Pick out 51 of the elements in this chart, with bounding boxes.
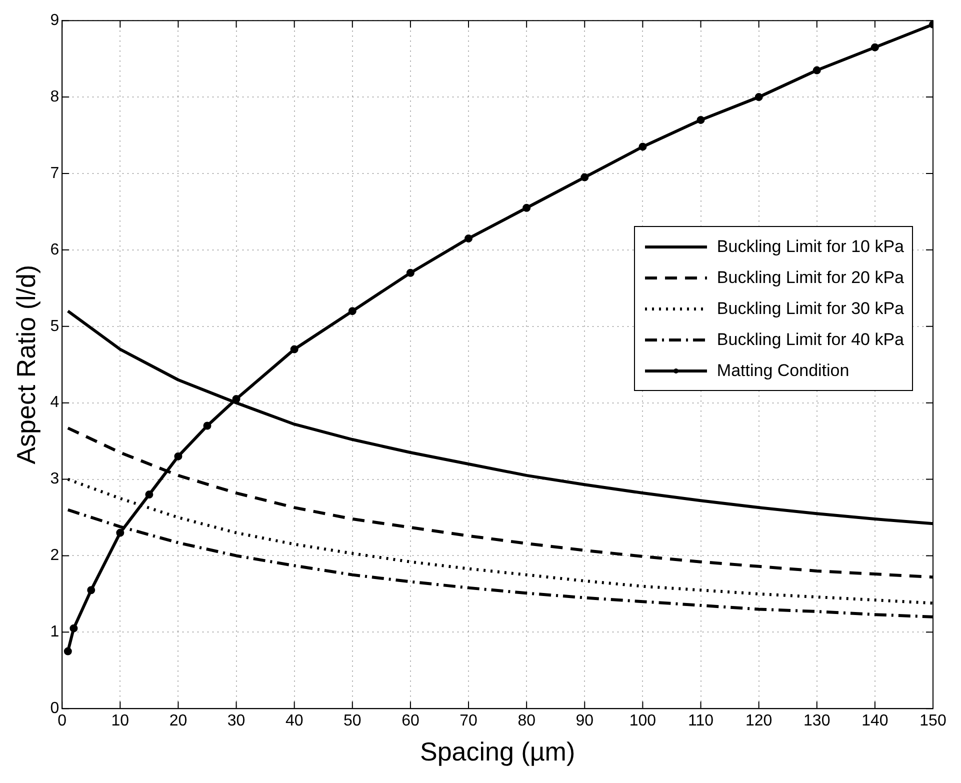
point xyxy=(290,345,298,354)
point xyxy=(870,43,879,52)
point xyxy=(87,586,96,594)
point xyxy=(754,93,763,102)
legend-label: Buckling Limit for 10 kPa xyxy=(716,236,904,256)
y-tick-label: 0 xyxy=(50,700,60,718)
point xyxy=(812,66,821,74)
x-tick-label: 20 xyxy=(169,712,188,730)
point xyxy=(348,307,356,316)
point xyxy=(522,204,531,212)
y-tick-label: 8 xyxy=(50,88,60,106)
x-tick-label: 110 xyxy=(688,712,714,730)
x-tick-label: 40 xyxy=(285,712,304,730)
x-tick-label: 30 xyxy=(227,712,246,730)
x-tick-label: 150 xyxy=(920,712,946,730)
y-tick-label: 9 xyxy=(50,12,60,30)
point xyxy=(203,422,212,430)
x-tick-label: 90 xyxy=(576,712,594,730)
point xyxy=(464,234,473,242)
x-tick-label: 130 xyxy=(804,712,830,730)
point xyxy=(696,116,705,124)
point xyxy=(232,395,240,403)
y-tick-label: 6 xyxy=(50,241,60,258)
legend-label: Matting Condition xyxy=(716,360,850,380)
y-tick-label: 2 xyxy=(50,547,60,564)
point xyxy=(638,142,647,151)
x-tick-label: 70 xyxy=(460,712,478,730)
y-tick-label: 7 xyxy=(50,164,60,182)
x-tick-label: 120 xyxy=(745,712,772,730)
y-tick-label: 1 xyxy=(50,624,60,641)
point xyxy=(64,647,72,656)
x-axis-title: Spacing (µm) xyxy=(420,736,576,767)
legend-label: Buckling Limit for 40 kPa xyxy=(716,330,904,350)
point xyxy=(116,528,124,537)
x-tick-label: 10 xyxy=(111,712,130,730)
y-axis-title: Aspect Ratio (l/d) xyxy=(10,264,41,464)
point xyxy=(580,173,589,182)
y-tick-label: 4 xyxy=(50,394,60,412)
y-tick-label: 5 xyxy=(50,318,60,335)
legend-label: Buckling Limit for 30 kPa xyxy=(716,298,904,318)
x-tick-label: 100 xyxy=(629,712,656,730)
point xyxy=(406,268,414,277)
point xyxy=(70,624,78,632)
point xyxy=(174,452,182,460)
x-tick-label: 140 xyxy=(862,712,888,730)
x-tick-label: 60 xyxy=(402,712,420,730)
point xyxy=(145,490,154,499)
legend-label: Buckling Limit for 20 kPa xyxy=(716,268,904,288)
x-tick-label: 80 xyxy=(518,712,536,730)
y-tick-label: 3 xyxy=(50,470,60,488)
x-tick-label: 50 xyxy=(344,712,362,730)
